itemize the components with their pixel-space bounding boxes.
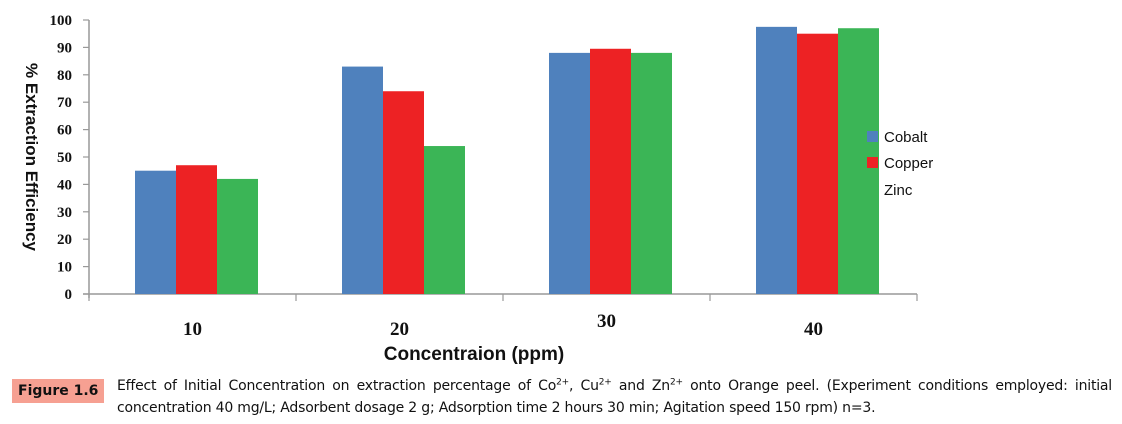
y-tick-label: 90 [57, 40, 72, 56]
y-tick-label: 0 [65, 287, 73, 303]
caption-part: onto Orange peel. (Experiment conditions… [117, 378, 1112, 416]
bar-cobalt-20 [342, 66, 383, 294]
bar-copper-30 [590, 48, 631, 294]
superscript: 2+ [598, 377, 612, 388]
legend-swatch-zinc [867, 184, 878, 195]
x-tick-label: 30 [597, 311, 616, 332]
caption-part: and Zn [611, 378, 670, 394]
x-tick-label: 20 [390, 319, 409, 340]
superscript: 2+ [556, 377, 569, 388]
legend-swatch-cobalt [867, 131, 878, 142]
plot-area: 0 10 20 30 40 50 60 70 80 90 100 10 20 30 40 [50, 13, 918, 340]
y-tick-label: 60 [57, 123, 72, 139]
bar-chart: 0 10 20 30 40 50 60 70 80 90 100 10 20 30 40 % Extract… [22, 13, 933, 365]
bar-cobalt-10 [135, 170, 176, 294]
legend-swatch-copper [867, 157, 878, 168]
bar-cobalt-40 [756, 26, 797, 294]
caption-part: , Cu [568, 378, 599, 394]
bar-zinc-30 [631, 52, 672, 294]
y-tick-label: 20 [57, 232, 72, 248]
legend-label-zinc: Zinc [884, 182, 913, 199]
y-tick-label: 30 [57, 205, 72, 221]
x-axis-title: Concentraion (ppm) [384, 344, 565, 365]
caption-part: Effect of Initial Concentration on extra… [117, 378, 557, 394]
y-tick-label: 10 [57, 260, 72, 276]
bar-copper-20 [383, 91, 424, 295]
figure-label: Figure 1.6 [12, 379, 105, 403]
legend-label-copper: Copper [884, 155, 933, 172]
bar-zinc-10 [217, 178, 258, 294]
y-tick-label: 40 [57, 177, 72, 193]
legend: Cobalt Copper Zinc [867, 129, 933, 199]
bar-copper-10 [176, 165, 217, 294]
legend-label-cobalt: Cobalt [884, 129, 928, 146]
y-tick-label: 70 [57, 95, 72, 111]
bar-copper-40 [797, 33, 838, 294]
x-tick-label: 40 [804, 319, 823, 340]
y-tick-label: 80 [57, 68, 72, 84]
y-tick-label: 50 [57, 150, 72, 166]
x-tick-label: 10 [183, 319, 202, 340]
y-axis-title: % Extraction Efficiency [22, 63, 41, 252]
bar-zinc-20 [424, 146, 465, 294]
y-tick-label: 100 [50, 13, 73, 29]
superscript: 2+ [669, 377, 683, 388]
caption-text: Effect of Initial Concentration on extra… [117, 375, 1112, 419]
bar-cobalt-30 [549, 52, 590, 294]
